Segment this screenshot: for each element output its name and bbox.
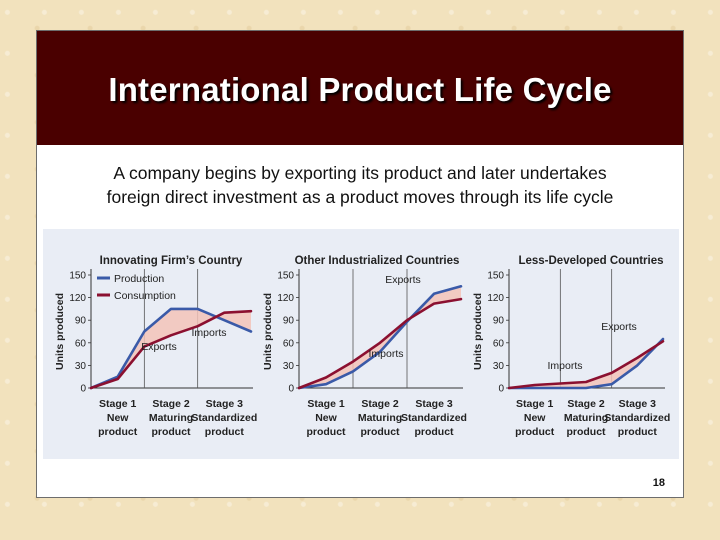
stage-label: Stage 2 — [567, 398, 605, 410]
chart-panel-2: Other Industrialized Countries Units prod… — [262, 255, 467, 438]
annotation-exports: Exports — [601, 321, 637, 333]
life-cycle-figure: Innovating Firm’s Country Units produced 0… — [43, 229, 679, 459]
stage-label: product — [515, 426, 555, 438]
series-line-production — [89, 307, 253, 390]
chart-title: Less-Developed Countries — [518, 255, 663, 267]
trade-gap-area — [299, 286, 461, 388]
stage-label: product — [306, 426, 346, 438]
y-tick-label: 30 — [493, 361, 505, 372]
stage-label: Stage 3 — [206, 398, 244, 410]
stage-label: Standardized — [191, 412, 257, 424]
y-tick-label: 60 — [75, 338, 87, 349]
y-axis-label: Units produced — [472, 293, 484, 370]
trade-gap-area — [509, 339, 663, 388]
series-line-consumption — [89, 309, 253, 390]
stage-label: product — [414, 426, 454, 438]
page-number: 18 — [652, 477, 665, 489]
y-tick-label: 120 — [487, 293, 504, 304]
y-tick-label: 120 — [277, 293, 294, 304]
subtitle-line-1: A company begins by exporting its produc… — [113, 163, 607, 183]
stage-label: New — [315, 412, 337, 424]
life-cycle-charts: Innovating Firm’s Country Units produced 0… — [54, 255, 670, 438]
stage-label: Stage 3 — [415, 398, 453, 410]
stage-label: Stage 1 — [516, 398, 554, 410]
series-line-consumption — [297, 297, 463, 390]
stage-label: New — [524, 412, 546, 424]
y-axis-label: Units produced — [54, 293, 66, 370]
y-tick-label: 150 — [277, 271, 294, 282]
annotation-imports: Imports — [547, 360, 582, 372]
y-tick-label: 60 — [493, 338, 505, 349]
chart-title: Innovating Firm’s Country — [100, 255, 243, 267]
y-tick-label: 120 — [69, 293, 86, 304]
stage-label: New — [107, 412, 129, 424]
slide: International Product Life Cycle A compa… — [36, 30, 684, 498]
stage-label: product — [151, 426, 191, 438]
subtitle-line-2: foreign direct investment as a product m… — [106, 187, 614, 207]
slide-subtitle: A company begins by exporting its produc… — [37, 161, 683, 209]
stage-label: Maturing — [149, 412, 193, 424]
stage-label: product — [566, 426, 606, 438]
y-tick-label: 60 — [283, 338, 295, 349]
stage-label: product — [98, 426, 138, 438]
series-line-consumption — [507, 340, 665, 390]
chart-panel-1: Innovating Firm’s Country Units produced 0… — [54, 255, 257, 438]
y-tick-label: 0 — [498, 384, 504, 395]
y-tick-label: 150 — [487, 271, 504, 282]
annotation-imports: Imports — [191, 327, 226, 339]
stage-label: Standardized — [401, 412, 467, 424]
annotation-exports: Exports — [385, 274, 421, 286]
stage-label: Standardized — [604, 412, 670, 424]
stage-label: Stage 3 — [619, 398, 657, 410]
y-axis-label: Units produced — [262, 293, 274, 370]
stage-label: product — [618, 426, 658, 438]
trade-gap-area — [91, 308, 251, 388]
y-tick-label: 90 — [493, 316, 505, 327]
slide-title: International Product Life Cycle — [108, 71, 612, 108]
stage-label: product — [205, 426, 245, 438]
chart-title: Other Industrialized Countries — [295, 255, 460, 267]
y-tick-label: 90 — [283, 316, 295, 327]
stage-label: Stage 1 — [99, 398, 137, 410]
y-tick-label: 30 — [75, 361, 87, 372]
y-tick-label: 0 — [80, 384, 86, 395]
stage-label: Stage 2 — [152, 398, 190, 410]
title-bar: International Product Life Cycle — [37, 31, 683, 145]
legend-label-consumption: Consumption — [114, 290, 176, 302]
legend-label-production: Production — [114, 273, 164, 285]
y-tick-label: 30 — [283, 361, 295, 372]
series-line-production — [297, 285, 463, 390]
chart-panel-3: Less-Developed Countries Units produced 0 3… — [472, 255, 670, 438]
y-tick-label: 90 — [75, 316, 87, 327]
stage-label: product — [360, 426, 400, 438]
series-line-production — [507, 337, 665, 390]
stage-label: Stage 1 — [307, 398, 345, 410]
stage-label: Maturing — [564, 412, 608, 424]
stage-label: Stage 2 — [361, 398, 399, 410]
y-tick-label: 0 — [288, 384, 294, 395]
stage-label: Maturing — [358, 412, 402, 424]
y-tick-label: 150 — [69, 271, 86, 282]
annotation-imports: Imports — [368, 348, 403, 360]
annotation-exports: Exports — [141, 341, 177, 353]
